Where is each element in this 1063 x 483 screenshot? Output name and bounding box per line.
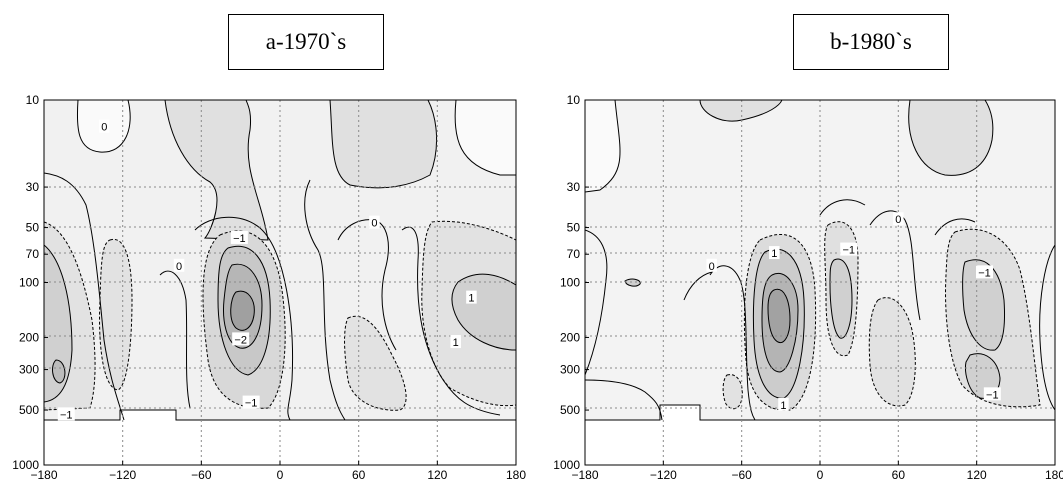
panel-b-contour-label: −1 xyxy=(986,389,999,401)
panel-a-contour-label-bg xyxy=(173,258,185,272)
panel-b-contour-label: −1 xyxy=(842,245,855,257)
panel-b-y-tick-label: 1000 xyxy=(553,458,580,472)
panel-b-y-tick-label: 300 xyxy=(560,363,580,377)
panel-b-x-tick-label: 60 xyxy=(892,468,906,482)
panel-a-plot xyxy=(43,99,517,466)
panel-a-title: a-1970`s xyxy=(228,14,384,70)
panel-b-contour-label-bg xyxy=(840,242,858,256)
panel-b-y-tick-label: 50 xyxy=(567,221,581,235)
panel-a-contour-label-bg xyxy=(232,332,250,346)
panel-a-x-tick-label: 180 xyxy=(506,468,526,482)
label-layer: −180 −120 −60 0 60 120 18010305070100200300500… xyxy=(12,93,1063,482)
panel-b-contour-label: 1 xyxy=(780,400,786,412)
panel-b-x-tick-label: −180 xyxy=(571,468,598,482)
panel-b-y-tick-label: 200 xyxy=(560,330,580,344)
panel-b-x-tick-label: 120 xyxy=(967,468,987,482)
panel-b-contour-label-bg xyxy=(976,265,993,279)
panel-b-x-tick-label: 0 xyxy=(817,468,824,482)
panel-a-x-tick-label: −60 xyxy=(191,468,212,482)
panel-b-y-tick-label: 100 xyxy=(560,276,580,290)
panel-a-contour-label: −1 xyxy=(60,409,73,421)
panel-b-x-tick-label: 180 xyxy=(1045,468,1063,482)
panel-a-contour-label-bg xyxy=(57,407,75,421)
panel-a-contour-label-bg xyxy=(466,290,477,304)
panel-a-y-tick-label: 500 xyxy=(19,403,39,417)
panel-b-contour-label-bg xyxy=(769,246,780,260)
panel-a-contour-label: −2 xyxy=(234,334,247,346)
panel-a-y-tick-label: 300 xyxy=(19,363,39,377)
panel-a-contour-label-bg xyxy=(369,215,380,229)
panel-b-contour-label: 0 xyxy=(709,261,715,273)
panel-a-y-tick-label: 70 xyxy=(26,247,40,261)
panel-a-contour-label-bg xyxy=(450,335,461,349)
panel-b-contour-label-bg xyxy=(983,387,1001,401)
panel-a-contour-label: 0 xyxy=(101,122,107,134)
panel-a-contour-label-bg xyxy=(242,395,260,409)
panel-a-contour-label: −1 xyxy=(245,398,258,410)
panel-a-x-tick-label: 0 xyxy=(277,468,284,482)
panel-b-contour-label-bg xyxy=(778,397,789,411)
panel-a-y-tick-label: 50 xyxy=(26,221,40,235)
panel-a-contour-label: 0 xyxy=(371,218,377,230)
panel-b-y-tick-label: 70 xyxy=(567,247,581,261)
panel-b-x-tick-label: −120 xyxy=(650,468,677,482)
panel-a-contour-label: 0 xyxy=(176,261,182,273)
panel-a-contour-label-bg xyxy=(230,230,248,244)
panel-b-contour-label: 0 xyxy=(895,214,901,226)
panel-a-contour-label-bg xyxy=(99,119,110,133)
panel-a-x-tick-label: −120 xyxy=(109,468,136,482)
panel-b-x-tick-label: −60 xyxy=(731,468,752,482)
panel-b-y-tick-label: 10 xyxy=(567,93,581,107)
panel-a-x-tick-label: −180 xyxy=(30,468,57,482)
panel-a-y-tick-label: 100 xyxy=(19,276,39,290)
panel-b-contour-label-bg xyxy=(893,212,904,226)
panel-b-contour-label-bg xyxy=(706,258,717,272)
panel-b-contour-label: 1 xyxy=(771,248,777,260)
panel-b-plot xyxy=(584,99,1056,466)
panel-a-contour-label: −1 xyxy=(233,233,246,245)
panel-b-y-tick-label: 30 xyxy=(567,180,581,194)
panel-a-x-tick-label: 60 xyxy=(352,468,366,482)
panel-a-y-tick-label: 200 xyxy=(19,330,39,344)
panel-a-y-tick-label: 30 xyxy=(26,180,40,194)
panel-a-y-tick-label: 10 xyxy=(26,93,40,107)
panel-a-contour-label: 1 xyxy=(468,293,474,305)
panel-a-x-tick-label: 120 xyxy=(427,468,447,482)
panel-b-contour-label: −1 xyxy=(978,267,991,279)
panel-a-contour-label: 1 xyxy=(453,337,459,349)
panel-b-y-tick-label: 500 xyxy=(560,403,580,417)
panel-b-title: b-1980`s xyxy=(793,14,949,70)
panel-a-y-tick-label: 1000 xyxy=(12,458,39,472)
